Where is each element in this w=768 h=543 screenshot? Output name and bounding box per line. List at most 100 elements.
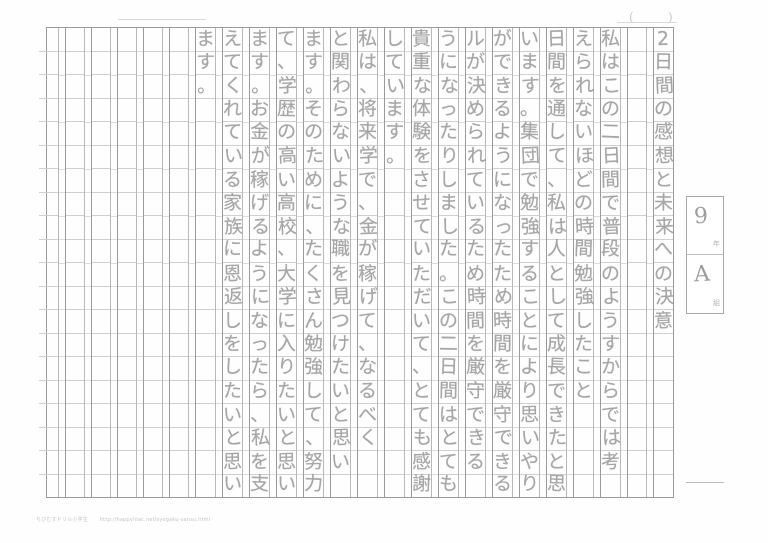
gutter-rule bbox=[566, 285, 573, 287]
handwritten-char: こ bbox=[439, 285, 460, 309]
gutter-rule bbox=[242, 332, 249, 334]
grid-cell: 重 bbox=[412, 51, 431, 75]
gutter-rule bbox=[593, 239, 600, 241]
gutter-rule bbox=[566, 98, 573, 100]
writing-column: ます。お金が稼げるようになったら、私を支 bbox=[248, 28, 270, 497]
grid-cell: 通 bbox=[547, 98, 566, 122]
gutter-rule bbox=[215, 98, 222, 100]
handwritten-char: 学 bbox=[277, 74, 298, 98]
gutter-rule bbox=[136, 51, 143, 53]
grid-cell: こ bbox=[574, 355, 593, 381]
column-gutter bbox=[645, 28, 653, 497]
grid-cell: き bbox=[493, 451, 512, 475]
column-gutter bbox=[511, 28, 519, 497]
grid-cell: す bbox=[250, 51, 269, 75]
name-box[interactable]: 9 年 A 組 bbox=[686, 196, 724, 314]
gutter-rule bbox=[296, 51, 303, 53]
gutter-rule bbox=[566, 450, 573, 452]
grid-cell: 時 bbox=[493, 310, 512, 334]
gutter-rule bbox=[58, 262, 65, 264]
grid-cell bbox=[91, 75, 110, 99]
handwritten-char: が bbox=[465, 51, 486, 74]
handwritten-char: で bbox=[493, 426, 514, 450]
gutter-rule bbox=[620, 51, 627, 53]
grid-cell: 強 bbox=[303, 355, 323, 381]
handwritten-char: て bbox=[276, 27, 297, 50]
gutter-rule bbox=[512, 121, 519, 123]
grid-cell bbox=[38, 451, 58, 475]
handwritten-char: だ bbox=[412, 285, 433, 309]
grid-cell: 大 bbox=[276, 263, 296, 287]
gutter-rule bbox=[188, 473, 195, 475]
grid-cell: て bbox=[412, 404, 431, 428]
handwritten-char: が bbox=[492, 27, 513, 50]
gutter-rule bbox=[242, 74, 249, 76]
grid-cell: の bbox=[303, 120, 323, 146]
gutter-rule bbox=[404, 403, 411, 405]
gutter-rule bbox=[215, 168, 222, 170]
grid-cell: そ bbox=[304, 98, 323, 122]
handwritten-char: て bbox=[546, 309, 567, 332]
handwritten-char: け bbox=[330, 333, 351, 356]
gutter-rule bbox=[512, 192, 519, 194]
grid-cell: う bbox=[439, 28, 458, 52]
handwritten-char: 思 bbox=[331, 426, 352, 450]
column-gutter bbox=[457, 28, 465, 497]
class-field[interactable]: A 組 bbox=[687, 255, 723, 313]
grid-cell: げ bbox=[357, 286, 378, 310]
grid-cell bbox=[65, 52, 84, 75]
grid-cell bbox=[91, 52, 110, 75]
grid-cell: 体 bbox=[412, 98, 431, 122]
gutter-rule bbox=[620, 98, 627, 100]
gutter-rule bbox=[377, 168, 384, 170]
handwritten-char: っ bbox=[438, 98, 459, 121]
gutter-rule bbox=[593, 473, 600, 475]
gutter-rule bbox=[323, 145, 330, 147]
gutter-rule bbox=[593, 450, 600, 452]
gutter-rule bbox=[296, 332, 303, 334]
handwritten-char: な bbox=[330, 120, 351, 144]
handwritten-char: き bbox=[466, 426, 487, 450]
gutter-rule bbox=[242, 121, 249, 123]
handwritten-char: 私 bbox=[546, 192, 567, 215]
gutter-rule bbox=[646, 309, 653, 311]
gutter-rule bbox=[296, 215, 303, 217]
gutter-rule bbox=[377, 51, 384, 53]
grid-cell bbox=[195, 169, 215, 193]
column-gutter bbox=[83, 28, 91, 497]
grid-cell: こ bbox=[600, 74, 621, 99]
writing-column bbox=[116, 28, 136, 497]
grid-cell bbox=[627, 169, 646, 193]
gutter-rule bbox=[431, 403, 438, 405]
gutter-rule bbox=[458, 51, 465, 53]
gutter-rule bbox=[646, 473, 653, 475]
handwritten-char: 勉 bbox=[303, 333, 324, 356]
gutter-rule bbox=[58, 215, 65, 217]
grid-cell: 日 bbox=[654, 51, 673, 75]
grid-cell bbox=[65, 216, 84, 240]
gutter-rule bbox=[404, 145, 411, 147]
grid-cell bbox=[627, 193, 646, 216]
gutter-rule bbox=[162, 74, 169, 76]
gutter-rule bbox=[620, 450, 627, 452]
gutter-rule bbox=[136, 285, 143, 287]
gutter-rule bbox=[458, 426, 465, 428]
gutter-rule bbox=[110, 168, 117, 170]
handwritten-char: 努 bbox=[303, 450, 324, 473]
handwritten-char: い bbox=[331, 144, 352, 168]
gutter-rule bbox=[620, 262, 627, 264]
grid-cell: な bbox=[438, 74, 459, 99]
grid-cell bbox=[384, 428, 404, 451]
handwritten-char: し bbox=[222, 355, 243, 379]
gutter-rule bbox=[110, 426, 117, 428]
grid-cell: 関 bbox=[331, 51, 350, 75]
handwritten-char: の bbox=[438, 309, 459, 332]
gutter-rule bbox=[136, 98, 143, 100]
gutter-rule bbox=[593, 262, 600, 264]
grade-field[interactable]: 9 年 bbox=[687, 197, 723, 255]
grid-cell: ほ bbox=[573, 145, 594, 169]
grid-cell: 思 bbox=[330, 426, 352, 451]
grid-cell: た bbox=[303, 145, 324, 169]
gutter-rule bbox=[188, 239, 195, 241]
handwritten-char: 間 bbox=[546, 51, 567, 74]
